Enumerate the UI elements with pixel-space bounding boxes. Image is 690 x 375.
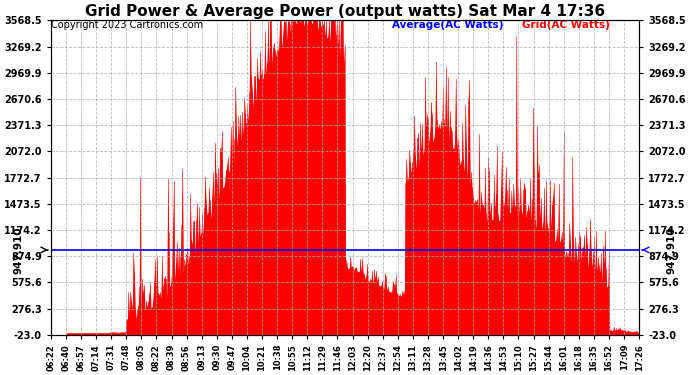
Text: 947.910: 947.910 — [14, 226, 23, 274]
Text: Copyright 2023 Cartronics.com: Copyright 2023 Cartronics.com — [51, 20, 203, 30]
Text: Average(AC Watts): Average(AC Watts) — [392, 20, 504, 30]
Title: Grid Power & Average Power (output watts) Sat Mar 4 17:36: Grid Power & Average Power (output watts… — [85, 4, 605, 19]
Text: Grid(AC Watts): Grid(AC Watts) — [522, 20, 609, 30]
Text: 947.910: 947.910 — [667, 226, 676, 274]
